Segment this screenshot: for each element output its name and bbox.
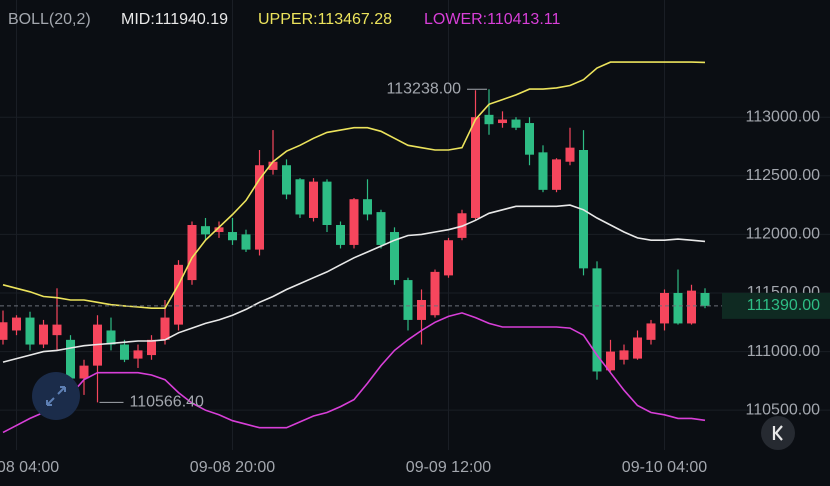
y-tick-label: 113000.00	[746, 108, 821, 125]
candle-body	[525, 123, 534, 155]
x-tick-label: 09-10 04:00	[622, 459, 708, 476]
y-tick-label: 112000.00	[746, 226, 821, 243]
candle-body	[12, 317, 21, 331]
plot	[0, 61, 710, 434]
boll-line	[2, 204, 706, 363]
candle-body	[147, 339, 156, 356]
candle-body	[349, 199, 359, 245]
legend-value: 113467.28	[318, 11, 393, 28]
button-icon	[772, 425, 783, 441]
candle-body	[241, 234, 251, 250]
candle-body	[0, 322, 8, 340]
candle-body	[160, 317, 170, 340]
candle-body	[619, 350, 629, 360]
candle-body	[174, 264, 183, 325]
candle-body	[79, 365, 89, 379]
candle-body	[52, 324, 62, 336]
candle-body	[133, 350, 143, 359]
candle-body	[471, 117, 480, 218]
candle-body	[187, 225, 197, 281]
candle-body	[444, 240, 453, 276]
candle-body	[39, 324, 48, 345]
expand-circle[interactable]	[32, 372, 80, 420]
candle-body	[606, 351, 615, 371]
candle-body	[673, 292, 683, 324]
candle-body	[376, 212, 386, 245]
candle-body	[282, 165, 291, 195]
candle-body	[390, 232, 399, 281]
legend-value: 110413.11	[487, 11, 560, 28]
indicator-name: BOLL(20,2)	[8, 11, 91, 28]
candle-body	[498, 119, 507, 124]
candle-body	[295, 179, 305, 215]
candle-body	[700, 292, 710, 306]
expand-icon	[46, 386, 66, 406]
candle-body	[592, 268, 602, 372]
high-marker-label: 113238.00	[387, 81, 462, 98]
candle-body	[214, 227, 224, 233]
candle-body	[255, 165, 264, 250]
candle-body	[511, 119, 521, 128]
candle-body	[646, 323, 656, 340]
candle-body	[484, 114, 494, 125]
last-price-box	[722, 292, 830, 319]
candle-body	[25, 317, 35, 345]
low-marker-label: 110566.40	[130, 394, 205, 411]
legend-label: LOWER:	[424, 11, 487, 28]
x-tick-label: 09-09 12:00	[406, 459, 492, 476]
candle-body	[633, 337, 642, 359]
legend-label: MID:	[121, 11, 155, 28]
x-tick-label: 09-08 20:00	[190, 459, 276, 476]
legend-mid: MID:111940.19	[121, 11, 228, 28]
candle-body	[417, 300, 426, 320]
y-tick-label: 111000.00	[747, 343, 820, 360]
candle-body	[660, 292, 669, 324]
candle-body	[228, 232, 237, 241]
candle-body	[201, 226, 210, 235]
overlay: 110500.00111000.00111500.00112000.001125…	[0, 81, 830, 476]
candle-body	[120, 344, 129, 360]
x-tick-label: 09-08 04:00	[0, 459, 59, 476]
candle-body	[565, 147, 575, 162]
candle-body	[552, 159, 561, 190]
legend-upper: UPPER:113467.28	[258, 11, 392, 28]
y-tick-label: 112500.00	[746, 167, 821, 184]
last-price-label: 111390.00	[747, 297, 820, 314]
candle-body	[363, 199, 372, 215]
legend-value: 111940.19	[155, 11, 228, 28]
candle-body	[403, 280, 413, 320]
candle-body	[322, 181, 332, 225]
button-circle[interactable]	[761, 416, 795, 450]
candle-body	[268, 161, 278, 170]
expand-button[interactable]	[32, 372, 80, 420]
candle-body	[687, 290, 696, 324]
candle-body	[430, 271, 440, 316]
candle-body	[336, 225, 345, 245]
candle-body	[106, 330, 116, 345]
boll-line	[2, 312, 706, 434]
legend-label: UPPER:	[258, 11, 318, 28]
scroll-latest-button[interactable]	[761, 416, 795, 450]
legend-lower: LOWER:110413.11	[424, 11, 560, 28]
candle-body	[309, 181, 318, 218]
y-tick-label: 110500.00	[746, 401, 821, 418]
candle-body	[66, 339, 75, 379]
candle-body	[538, 152, 548, 190]
